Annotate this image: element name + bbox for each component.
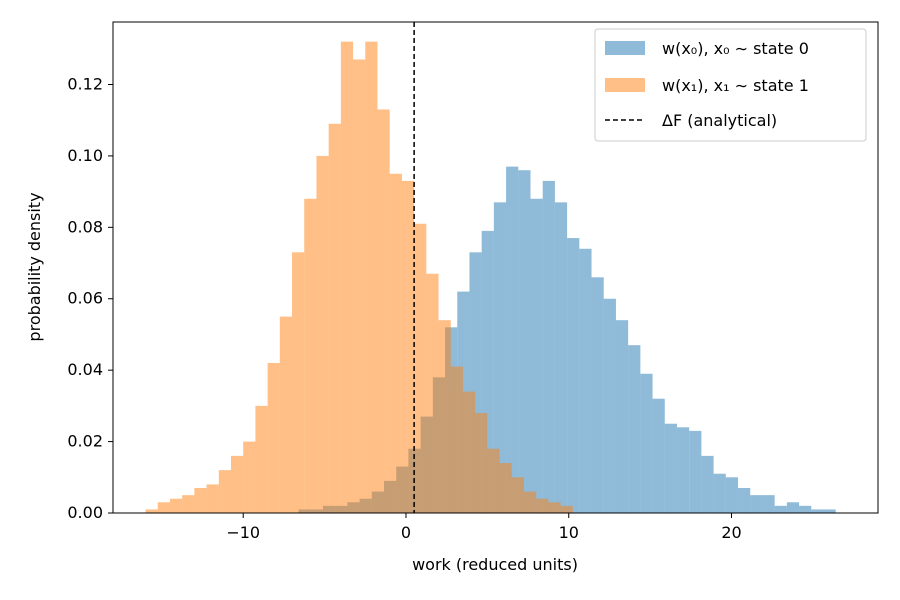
y-axis-label: probability density xyxy=(25,192,44,341)
histogram-bar-series-0-bin-41 xyxy=(799,505,812,513)
y-tick-label: 0.12 xyxy=(67,74,103,93)
plot-frame xyxy=(112,21,879,514)
x-tick-label: 10 xyxy=(559,523,579,542)
legend-label-state1: w(x₁), x₁ ∼ state 1 xyxy=(662,76,809,95)
histogram-bar-series-0-bin-42 xyxy=(811,509,824,513)
histogram-bar-series-0-bin-36 xyxy=(738,488,751,513)
histogram-bar-series-1-bin-33 xyxy=(548,502,561,513)
legend-swatch-state0 xyxy=(605,41,645,55)
x-tick-label: −10 xyxy=(226,523,260,542)
histogram-bar-series-0-bin-25 xyxy=(603,298,616,513)
histogram-bar-series-1-bin-31 xyxy=(523,491,537,513)
bars-layer xyxy=(145,41,836,514)
histogram-bar-series-1-bin-30 xyxy=(511,477,524,513)
y-tick-label: 0.04 xyxy=(67,360,103,379)
histogram-bar-series-0-bin-31 xyxy=(676,427,690,513)
histogram-bar-series-0-bin-38 xyxy=(762,495,775,513)
legend-frame xyxy=(594,28,867,142)
histogram-bar-series-0-bin-43 xyxy=(823,509,836,513)
histogram-bar-series-1-bin-21 xyxy=(401,180,415,513)
histogram-bar-series-1-bin-0 xyxy=(145,509,158,513)
histogram-bar-series-0-bin-27 xyxy=(628,345,641,513)
histogram-bar-series-1-bin-14 xyxy=(316,155,329,513)
histogram-bar-series-1-bin-26 xyxy=(462,391,476,513)
histogram-bar-series-0-bin-33 xyxy=(701,455,714,513)
axes xyxy=(112,21,879,514)
legend-label-state0: w(x₀), x₀ ∼ state 0 xyxy=(662,39,809,58)
histogram-bar-series-1-bin-18 xyxy=(365,41,378,513)
histogram-bar-series-1-bin-17 xyxy=(353,59,366,514)
histogram-bar-series-0-bin-23 xyxy=(579,248,592,513)
histogram-bar-series-1-bin-11 xyxy=(279,316,293,513)
histogram-bar-series-0-bin-35 xyxy=(725,477,739,513)
histogram-bar-series-1-bin-27 xyxy=(475,413,488,513)
histogram-bar-series-1-bin-28 xyxy=(487,448,500,513)
histogram-bar-series-0-bin-16 xyxy=(493,202,507,513)
y-tick-label: 0.08 xyxy=(67,217,103,236)
histogram-bar-series-1-bin-2 xyxy=(169,498,183,513)
histogram-bar-series-1-bin-16 xyxy=(340,41,354,513)
x-axis-label: work (reduced units) xyxy=(412,555,578,574)
histogram-bar-series-0-bin-20 xyxy=(542,180,555,513)
histogram-bar-series-1-bin-32 xyxy=(536,498,549,513)
histogram-bar-series-1-bin-3 xyxy=(182,495,195,513)
histogram-bar-series-0-bin-29 xyxy=(652,398,665,513)
histogram-bar-series-0-bin-21 xyxy=(554,202,568,513)
histogram-bar-series-0-bin-17 xyxy=(506,166,519,513)
histogram-bar-series-1-bin-15 xyxy=(328,123,341,514)
histogram-bar-series-1-bin-8 xyxy=(243,441,256,513)
histogram-bar-series-1-bin-9 xyxy=(255,405,268,513)
histogram-bar-series-1-bin-24 xyxy=(438,320,451,513)
histogram-bar-series-1-bin-23 xyxy=(426,273,439,513)
histogram-bar-series-1-bin-22 xyxy=(414,223,427,514)
histogram-bar-series-0-bin-37 xyxy=(750,495,763,513)
histogram-bar-series-1-bin-1 xyxy=(157,502,170,513)
x-tick-label: 20 xyxy=(721,523,741,542)
histogram-bar-series-1-bin-25 xyxy=(450,366,463,513)
histogram-bar-series-1-bin-20 xyxy=(389,173,402,513)
histogram-bar-series-0-bin-28 xyxy=(640,373,653,513)
y-tick-label: 0.06 xyxy=(67,289,103,308)
histogram-bar-series-0-bin-32 xyxy=(689,430,702,513)
legend-label-reference-line: ΔF (analytical) xyxy=(662,111,777,130)
histogram-bar-series-0-bin-19 xyxy=(530,198,543,513)
y-tick-label: 0.00 xyxy=(67,503,103,522)
legend-swatch-state1 xyxy=(605,78,645,92)
histogram-bar-series-1-bin-19 xyxy=(377,109,390,513)
x-tick-label: 0 xyxy=(401,523,411,542)
histogram-bar-series-0-bin-40 xyxy=(786,502,800,513)
histogram-bar-series-0-bin-22 xyxy=(567,238,580,514)
histogram-bar-series-1-bin-12 xyxy=(292,252,305,513)
histogram-bar-series-1-bin-10 xyxy=(267,363,280,513)
legend: w(x₀), x₀ ∼ state 0 w(x₁), x₁ ∼ state 1 … xyxy=(594,28,867,142)
histogram-bar-series-1-bin-7 xyxy=(231,455,244,513)
histogram-bar-series-0-bin-30 xyxy=(664,423,677,513)
histogram-bar-series-0-bin-26 xyxy=(615,320,629,513)
histogram-bar-series-1-bin-13 xyxy=(304,198,317,513)
histogram-bar-series-0-bin-34 xyxy=(713,473,726,513)
histogram-bar-series-1-bin-5 xyxy=(206,484,219,513)
histogram-bar-series-1-bin-34 xyxy=(560,505,573,513)
histogram-bar-series-1-bin-6 xyxy=(218,470,232,513)
tick-layer: −10 0 10 20 0.00 0.02 0.04 0.06 0.08 0.10 0.12 xyxy=(67,74,741,542)
histogram-bar-series-0-bin-18 xyxy=(518,170,531,513)
y-tick-label: 0.10 xyxy=(67,146,103,165)
histogram-bar-series-1-bin-4 xyxy=(194,488,207,513)
y-tick-label: 0.02 xyxy=(67,432,103,451)
histogram-bar-series-1-bin-29 xyxy=(499,463,512,513)
histogram-bar-series-0-bin-24 xyxy=(591,277,604,513)
histogram-bar-series-0-bin-39 xyxy=(774,505,787,513)
